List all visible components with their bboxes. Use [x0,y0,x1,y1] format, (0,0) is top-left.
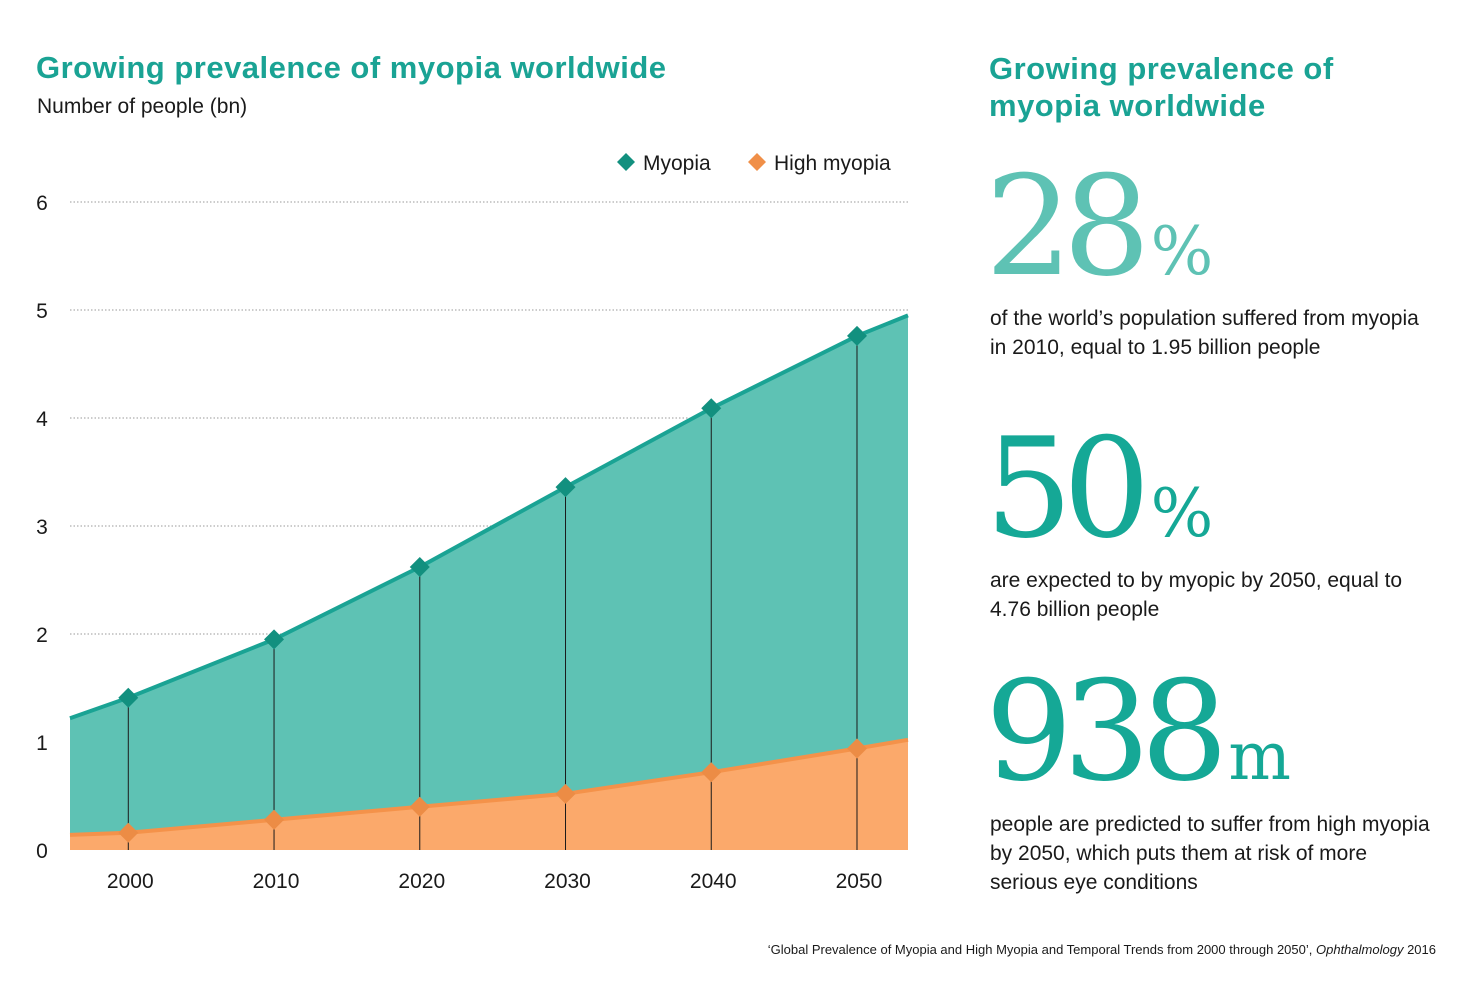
x-tick-label: 2000 [107,870,154,893]
high-myopia-point [555,783,576,804]
myopia-area [70,315,908,850]
x-tick-label: 2020 [398,870,445,893]
stat-unit: m [1228,718,1291,795]
high-myopia-line [69,737,909,837]
stat-28-percent: 28% [985,158,1213,296]
stat-description: of the world’s population suffered from … [990,307,1419,359]
stat-50-percent: 50% [985,420,1213,558]
y-tick-label: 3 [36,516,48,539]
high-myopia-point [846,738,867,759]
legend-label: High myopia [774,152,891,175]
legend-marker [617,153,635,171]
side-title: Growing prevalence of myopia worldwide [989,51,1334,123]
myopia-point [846,325,867,346]
area-chart: 0 1 2 3 4 5 6 2000 2010 2020 2030 2040 2050 Myopia Hig… [36,152,909,893]
x-tick-label: 2050 [836,870,883,893]
x-tick-label: 2010 [253,870,300,893]
myopia-point [555,477,576,498]
chart-subtitle: Number of people (bn) [37,95,248,118]
legend-marker [748,153,766,171]
legend-label: Myopia [643,152,711,175]
stat-938-million: 938 m [985,663,1291,801]
high-myopia-point [118,822,139,843]
y-tick-label: 6 [36,192,48,215]
high-myopia-point [264,809,285,830]
myopia-point [409,557,430,578]
y-tick-label: 2 [36,624,48,647]
stat-description: are expected to by myopic by 2050, equal… [990,569,1403,621]
myopia-point [701,398,722,419]
stat-number: 50 [985,408,1151,569]
stat-unit: % [1150,213,1214,290]
y-tick-label: 0 [36,840,48,863]
myopia-line [69,313,909,721]
y-tick-label: 1 [36,732,48,755]
y-tick-label: 5 [36,300,48,323]
high-myopia-point [409,796,430,817]
x-tick-label: 2030 [544,870,591,893]
stat-number: 938 [985,651,1228,812]
high-myopia-point [701,762,722,783]
stat-unit: % [1150,475,1214,552]
myopia-point [118,687,139,708]
y-tick-label: 4 [36,408,48,431]
stat-number: 28 [985,146,1151,307]
source-journal: Ophthalmology [1316,942,1404,957]
source-citation: ‘Global Prevalence of Myopia and High My… [768,942,1436,957]
x-tick-label: 2040 [690,870,737,893]
stat-description: people are predicted to suffer from high… [990,813,1430,894]
chart-title: Growing prevalence of myopia worldwide [36,50,667,85]
source-text: ‘Global Prevalence of Myopia and High My… [767,942,1313,957]
source-year: 2016 [1407,942,1436,957]
myopia-point [264,629,285,650]
